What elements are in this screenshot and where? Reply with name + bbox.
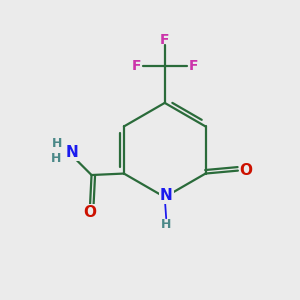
Text: N: N	[65, 145, 78, 160]
Text: F: F	[131, 59, 141, 73]
Text: F: F	[160, 33, 169, 47]
Text: H: H	[52, 137, 62, 150]
Text: O: O	[84, 205, 97, 220]
Text: H: H	[161, 218, 171, 231]
Text: H: H	[50, 152, 61, 165]
Text: O: O	[240, 163, 253, 178]
Text: N: N	[160, 188, 172, 203]
Text: F: F	[188, 59, 198, 73]
